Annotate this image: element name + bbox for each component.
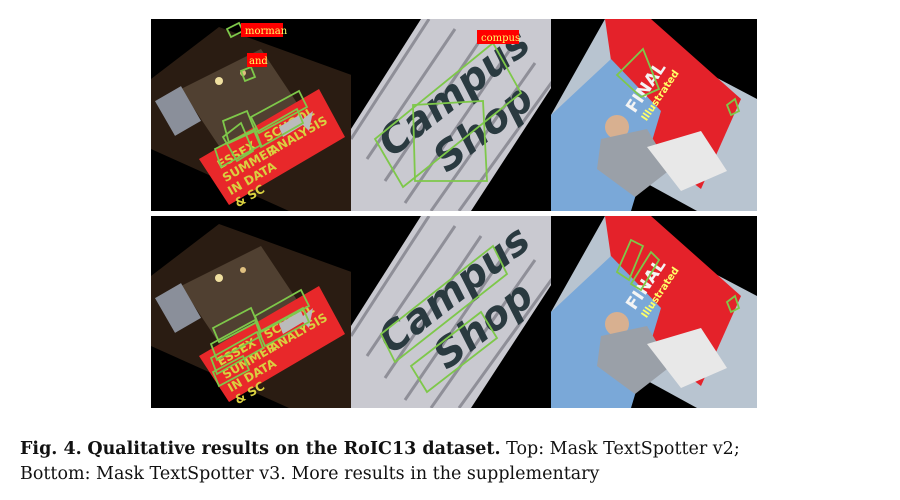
result-label: compus: [481, 33, 520, 44]
result-label: and: [249, 56, 268, 67]
result-image-campus-v3: Campus Shop: [351, 216, 557, 408]
figure-caption: Fig. 4. Qualitative results on the RoIC1…: [20, 437, 890, 487]
caption-title: Qualitative results on the RoIC13 datase…: [87, 439, 501, 459]
caption-text: Top: Mask TextSpotter v2;: [506, 439, 740, 459]
result-image-campus-v2: Campus Shop compus: [351, 19, 557, 211]
result-image-essex-v2: ESSEX SUMMER IN DATA & SC SCHOOL ANALYSI…: [151, 19, 357, 211]
caption-line-1: Fig. 4. Qualitative results on the RoIC1…: [20, 437, 890, 462]
caption-line-2: Bottom: Mask TextSpotter v3. More result…: [20, 464, 600, 484]
result-image-final-v3: FINAL Illustrated: [551, 216, 757, 408]
result-image-essex-v3: ESSEX SUMMER IN DATA & SC SCHOOL ANALYSI…: [151, 216, 357, 408]
result-image-final-v2: FINAL Illustrated: [551, 19, 757, 211]
figure-label: Fig. 4.: [20, 439, 82, 459]
result-label: morman: [245, 26, 288, 37]
